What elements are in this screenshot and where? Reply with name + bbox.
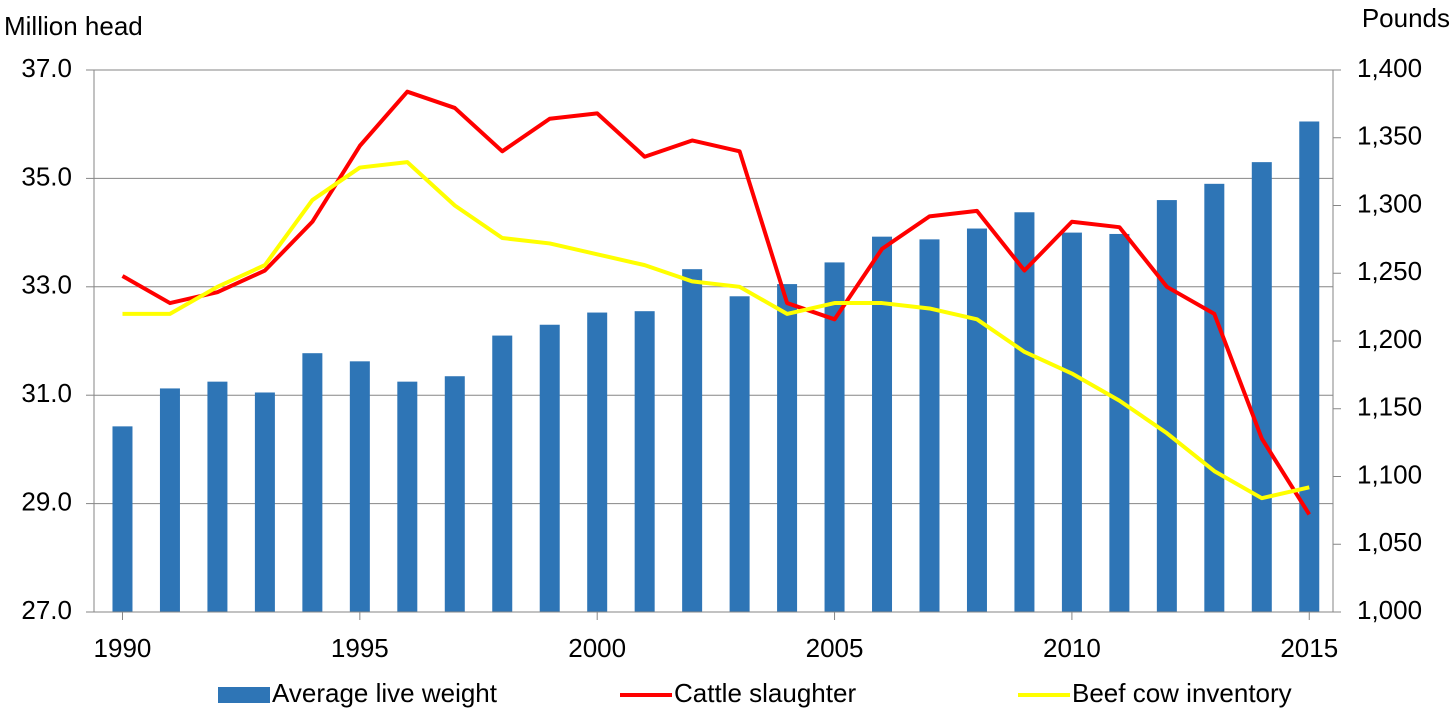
bar bbox=[919, 239, 940, 612]
bar bbox=[1251, 162, 1272, 612]
x-tick-label: 2005 bbox=[806, 633, 864, 663]
y-tick-label: 31.0 bbox=[21, 378, 72, 408]
y2-tick-label: 1,050 bbox=[1357, 527, 1422, 557]
y-tick-label: 37.0 bbox=[21, 53, 72, 83]
bar bbox=[397, 381, 418, 612]
bar bbox=[349, 361, 370, 612]
bar bbox=[1204, 183, 1225, 612]
bar bbox=[492, 335, 513, 612]
y2-tick-label: 1,400 bbox=[1357, 53, 1422, 83]
bar bbox=[1156, 200, 1177, 612]
legend-swatch bbox=[218, 687, 270, 703]
y-tick-label: 27.0 bbox=[21, 595, 72, 625]
line bbox=[121, 89, 1311, 516]
y-tick-label: 29.0 bbox=[21, 486, 72, 516]
x-tick-label: 2000 bbox=[568, 633, 626, 663]
y-tick-label: 33.0 bbox=[21, 270, 72, 300]
bar bbox=[872, 236, 893, 613]
bar bbox=[1109, 233, 1130, 612]
x-tick-label: 1990 bbox=[94, 633, 152, 663]
bar bbox=[159, 388, 180, 612]
bar bbox=[112, 426, 133, 612]
y-axis-title: Million head bbox=[4, 11, 143, 41]
bar bbox=[207, 381, 228, 612]
y2-tick-label: 1,350 bbox=[1357, 121, 1422, 151]
y2-tick-label: 1,200 bbox=[1357, 324, 1422, 354]
legend-label: Average live weight bbox=[272, 678, 498, 708]
y2-axis-title: Pounds bbox=[1362, 3, 1450, 33]
line bbox=[122, 160, 1310, 501]
bar bbox=[254, 392, 275, 612]
legend-label: Beef cow inventory bbox=[1072, 678, 1292, 708]
bar bbox=[587, 312, 608, 612]
x-tick-label: 2010 bbox=[1043, 633, 1101, 663]
y2-tick-label: 1,000 bbox=[1357, 595, 1422, 625]
y-tick-label: 35.0 bbox=[21, 161, 72, 191]
bar bbox=[1299, 121, 1320, 613]
x-tick-label: 1995 bbox=[331, 633, 389, 663]
bar bbox=[634, 311, 655, 612]
bar bbox=[539, 324, 560, 612]
legend-label: Cattle slaughter bbox=[674, 678, 856, 708]
y2-tick-label: 1,100 bbox=[1357, 459, 1422, 489]
bar bbox=[1061, 232, 1082, 612]
bar bbox=[444, 376, 465, 612]
y2-tick-label: 1,150 bbox=[1357, 392, 1422, 422]
bar bbox=[729, 296, 750, 612]
x-tick-label: 2015 bbox=[1280, 633, 1338, 663]
bar bbox=[1014, 212, 1035, 612]
bar bbox=[966, 228, 987, 612]
y2-tick-label: 1,300 bbox=[1357, 188, 1422, 218]
y2-tick-label: 1,250 bbox=[1357, 256, 1422, 286]
bar bbox=[777, 284, 798, 612]
bar bbox=[682, 269, 703, 612]
bar bbox=[302, 353, 323, 612]
bar bbox=[824, 262, 845, 612]
